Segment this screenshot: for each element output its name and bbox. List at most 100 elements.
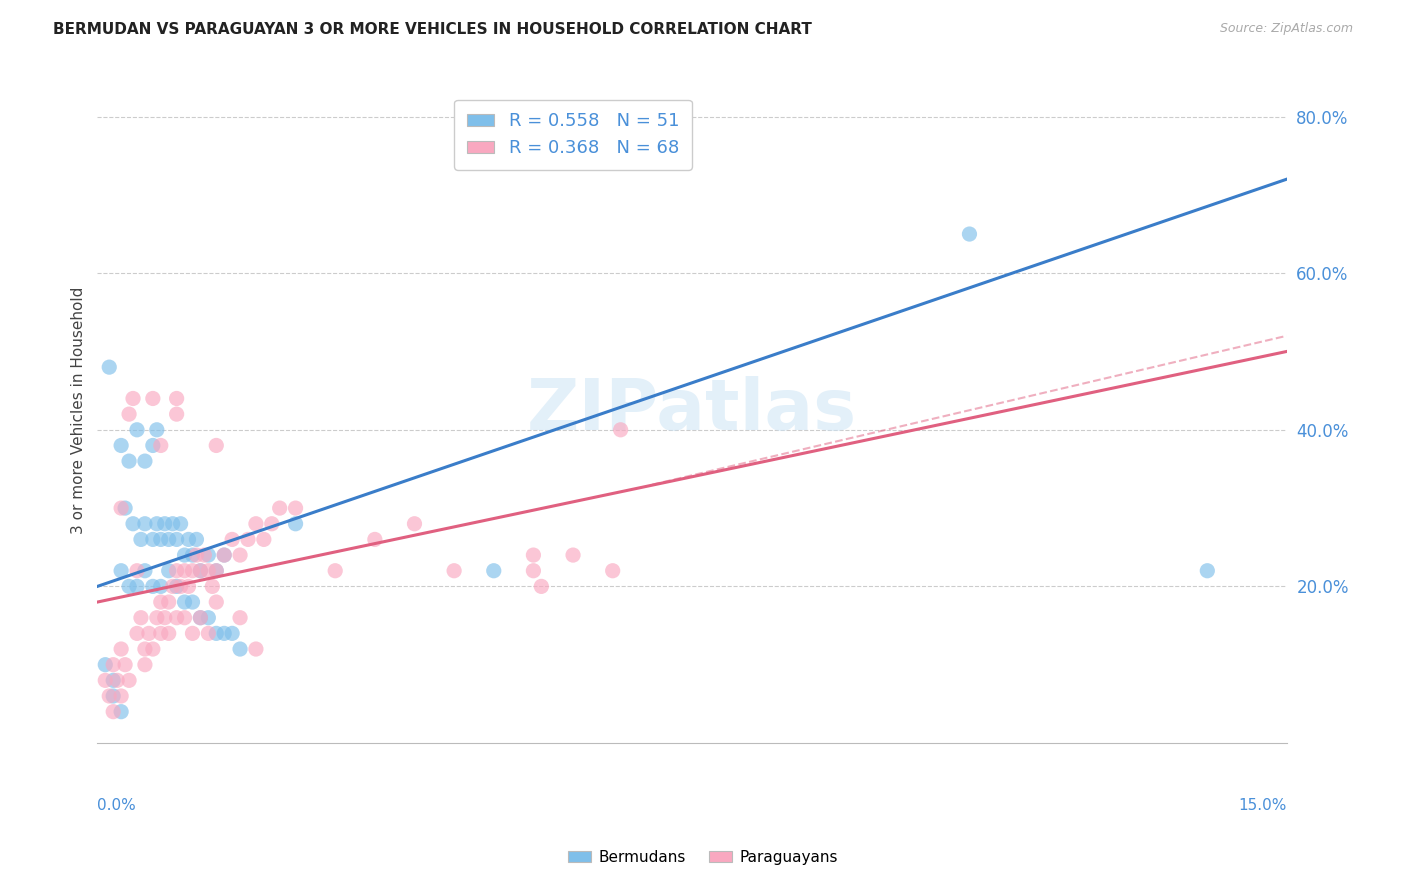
Point (94, 673, 117, 688)
Point (110, 501, 132, 516)
Point (157, 595, 180, 609)
Y-axis label: 3 or more Vehicles in Household: 3 or more Vehicles in Household (72, 286, 86, 534)
Point (197, 548, 219, 562)
Point (166, 564, 188, 578)
Point (149, 626, 172, 640)
Point (149, 595, 172, 609)
Point (125, 626, 148, 640)
Point (129, 533, 152, 547)
Point (146, 423, 169, 437)
Point (125, 423, 148, 437)
Point (142, 642, 165, 657)
Point (103, 705, 125, 719)
Point (284, 516, 307, 531)
Point (221, 626, 243, 640)
Point (103, 689, 125, 703)
Point (269, 501, 291, 516)
Point (562, 548, 585, 562)
Point (404, 516, 426, 531)
Point (157, 533, 180, 547)
Point (193, 548, 215, 562)
Point (201, 579, 224, 593)
Point (229, 611, 252, 625)
Point (118, 454, 141, 468)
Point (138, 626, 160, 640)
Legend: R = 0.558   N = 51, R = 0.368   N = 68: R = 0.558 N = 51, R = 0.368 N = 68 (454, 100, 692, 170)
Point (149, 579, 172, 593)
Point (245, 516, 267, 531)
Point (205, 564, 228, 578)
Point (229, 548, 252, 562)
Point (166, 392, 188, 406)
Point (169, 516, 191, 531)
Text: Source: ZipAtlas.com: Source: ZipAtlas.com (1219, 22, 1353, 36)
Point (142, 392, 165, 406)
Point (146, 516, 169, 531)
Point (129, 611, 152, 625)
Point (114, 657, 136, 672)
Point (118, 673, 141, 688)
Point (253, 533, 276, 547)
Point (181, 626, 204, 640)
Point (205, 626, 228, 640)
Point (190, 564, 212, 578)
Point (166, 611, 188, 625)
Point (134, 564, 156, 578)
Legend: Bermudans, Paraguayans: Bermudans, Paraguayans (562, 844, 844, 871)
Point (205, 564, 228, 578)
Point (173, 548, 195, 562)
Text: BERMUDAN VS PARAGUAYAN 3 OR MORE VEHICLES IN HOUSEHOLD CORRELATION CHART: BERMUDAN VS PARAGUAYAN 3 OR MORE VEHICLE… (53, 22, 813, 37)
Point (364, 533, 387, 547)
Point (157, 626, 180, 640)
Point (162, 516, 184, 531)
Point (212, 548, 235, 562)
Point (118, 407, 141, 421)
Point (181, 564, 204, 578)
Point (173, 595, 195, 609)
Point (110, 705, 132, 719)
Point (173, 564, 195, 578)
Point (482, 564, 505, 578)
Point (190, 611, 212, 625)
Point (105, 673, 128, 688)
Point (103, 657, 125, 672)
Point (530, 579, 553, 593)
Point (157, 564, 180, 578)
Point (110, 689, 132, 703)
Point (142, 579, 165, 593)
Point (149, 533, 172, 547)
Point (1197, 564, 1219, 578)
Point (245, 642, 267, 657)
Point (110, 642, 132, 657)
Point (190, 611, 212, 625)
Point (173, 611, 195, 625)
Point (149, 438, 172, 452)
Point (229, 642, 252, 657)
Point (166, 579, 188, 593)
Point (323, 564, 346, 578)
Point (177, 579, 200, 593)
Point (190, 564, 212, 578)
Point (153, 516, 176, 531)
Point (134, 642, 156, 657)
Point (94, 657, 117, 672)
Point (181, 595, 204, 609)
Point (197, 611, 219, 625)
Point (153, 611, 176, 625)
Point (142, 533, 165, 547)
Point (260, 516, 283, 531)
Point (181, 548, 204, 562)
Point (522, 548, 544, 562)
Point (236, 533, 259, 547)
Point (205, 438, 228, 452)
Text: 0.0%: 0.0% (97, 797, 136, 813)
Point (122, 516, 145, 531)
Point (134, 657, 156, 672)
Point (443, 564, 465, 578)
Point (166, 407, 188, 421)
Point (162, 579, 184, 593)
Text: ZIPatlas: ZIPatlas (527, 376, 858, 445)
Point (197, 626, 219, 640)
Point (110, 564, 132, 578)
Point (103, 673, 125, 688)
